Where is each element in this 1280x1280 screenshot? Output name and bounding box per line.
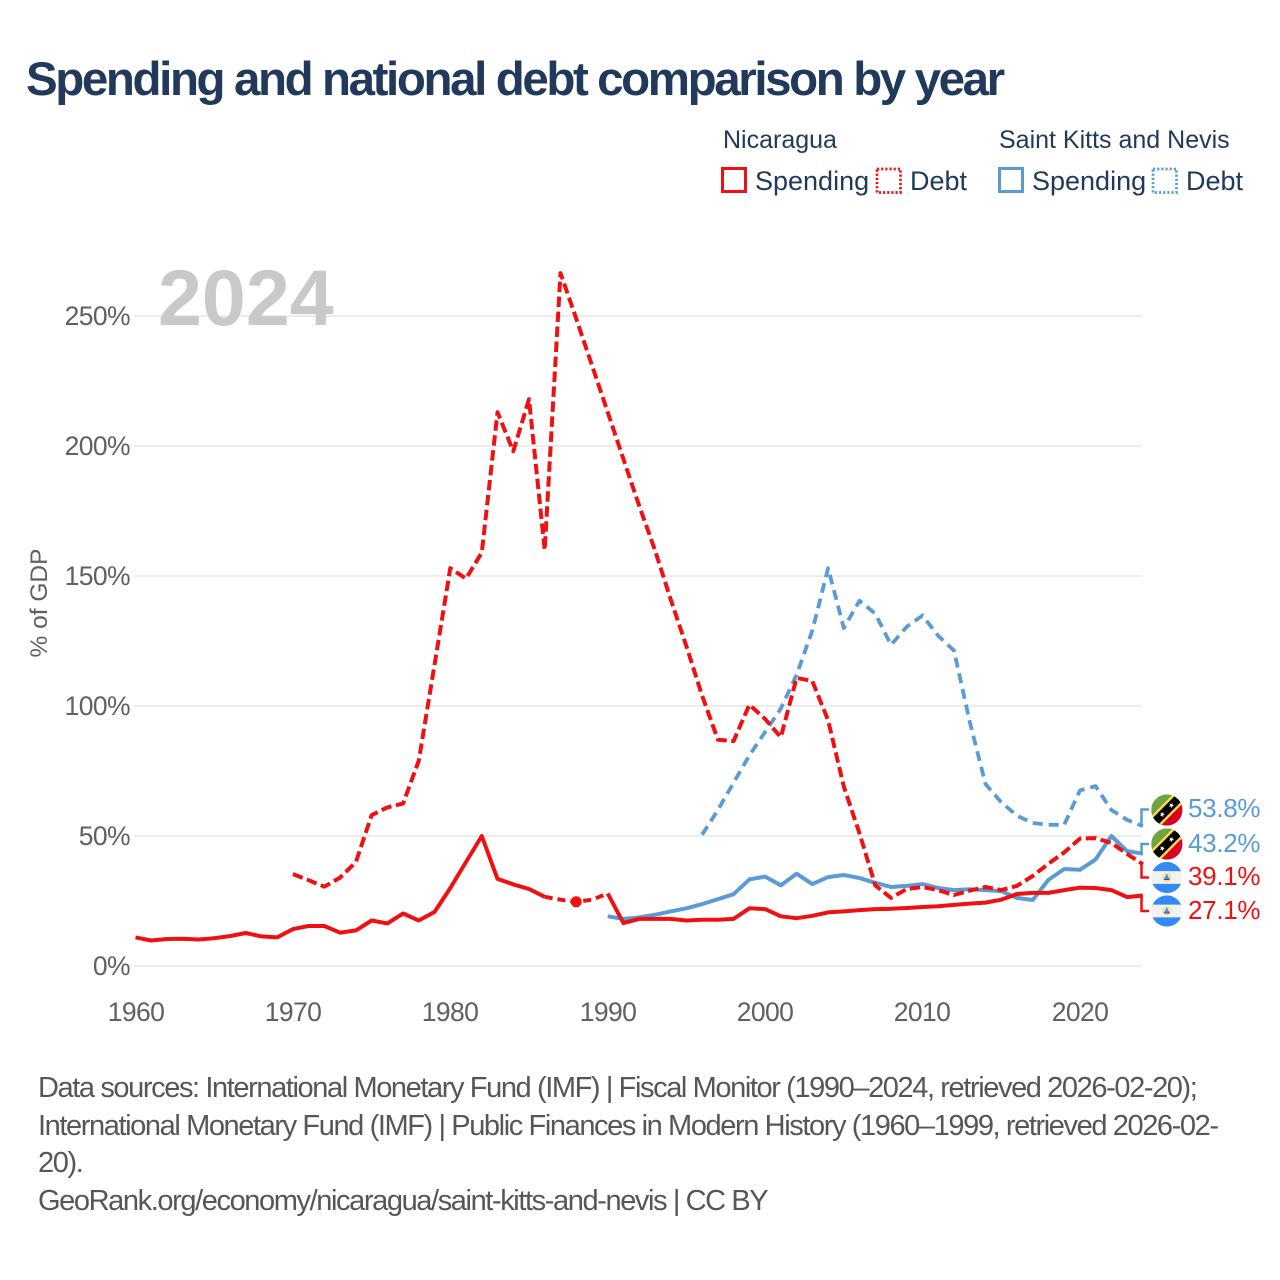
svg-text:2000: 2000 [737,997,794,1027]
svg-text:Debt: Debt [910,166,968,196]
svg-text:39.1%: 39.1% [1188,861,1260,891]
svg-text:1980: 1980 [422,997,479,1027]
svg-text:20).: 20). [38,1147,82,1179]
svg-text:2010: 2010 [894,997,951,1027]
svg-text:0%: 0% [93,951,130,981]
svg-text:Nicaragua: Nicaragua [723,126,837,154]
svg-text:Data sources: International Mo: Data sources: International Monetary Fun… [38,1072,1196,1104]
svg-text:250%: 250% [65,301,130,331]
svg-text:GeoRank.org/economy/nicaragua/: GeoRank.org/economy/nicaragua/saint-kitt… [38,1185,768,1217]
svg-text:Debt: Debt [1186,166,1244,196]
svg-text:27.1%: 27.1% [1188,895,1260,925]
svg-text:1970: 1970 [265,997,322,1027]
svg-text:International Monetary Fund (I: International Monetary Fund (IMF) | Publ… [38,1110,1218,1142]
svg-text:43.2%: 43.2% [1188,828,1260,858]
svg-text:1990: 1990 [580,997,637,1027]
svg-text:50%: 50% [79,821,130,851]
svg-text:2020: 2020 [1052,997,1109,1027]
svg-text:100%: 100% [65,691,130,721]
svg-text:Spending: Spending [755,166,869,196]
svg-text:200%: 200% [65,431,130,461]
svg-text:1960: 1960 [108,997,165,1027]
svg-text:% of GDP: % of GDP [26,549,53,658]
svg-text:Saint Kitts and Nevis: Saint Kitts and Nevis [999,126,1230,154]
svg-text:53.8%: 53.8% [1188,793,1260,823]
svg-text:Spending and national debt com: Spending and national debt comparison by… [26,53,1005,106]
svg-text:Spending: Spending [1032,166,1146,196]
svg-text:2024: 2024 [158,253,334,342]
svg-text:150%: 150% [65,561,130,591]
